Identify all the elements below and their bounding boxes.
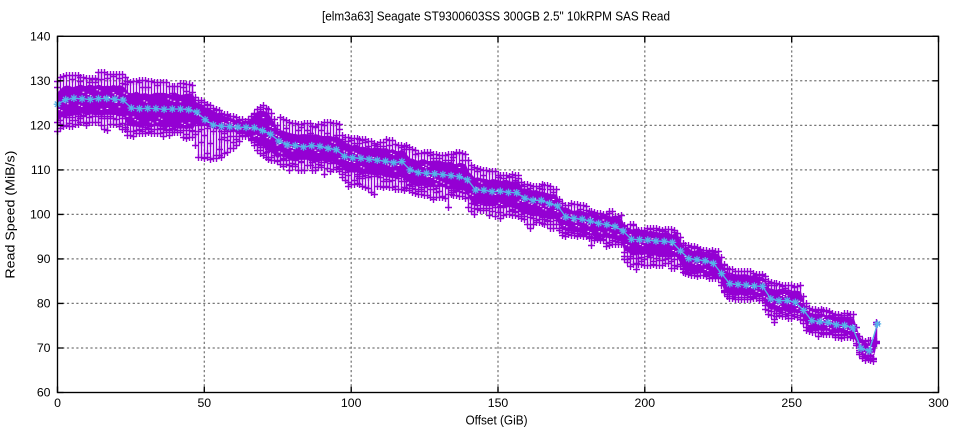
svg-text:130: 130 — [30, 74, 51, 88]
svg-text:110: 110 — [31, 163, 51, 177]
svg-text:100: 100 — [341, 396, 362, 410]
svg-text:250: 250 — [781, 396, 802, 410]
svg-text:0: 0 — [54, 396, 61, 410]
svg-text:90: 90 — [37, 252, 51, 266]
svg-text:70: 70 — [37, 341, 51, 355]
svg-text:60: 60 — [37, 386, 51, 400]
svg-text:150: 150 — [488, 396, 509, 410]
svg-text:50: 50 — [197, 396, 211, 410]
svg-text:100: 100 — [30, 208, 51, 222]
svg-text:200: 200 — [635, 396, 656, 410]
svg-text:140: 140 — [30, 30, 51, 44]
svg-text:80: 80 — [37, 297, 51, 311]
svg-text:[elm3a63] Seagate ST9300603SS: [elm3a63] Seagate ST9300603SS 300GB 2.5"… — [322, 9, 670, 24]
svg-text:300: 300 — [928, 396, 949, 410]
svg-text:Read Speed (MiB/s): Read Speed (MiB/s) — [3, 151, 18, 279]
svg-text:Offset (GiB): Offset (GiB) — [466, 412, 528, 427]
svg-text:120: 120 — [30, 119, 51, 133]
